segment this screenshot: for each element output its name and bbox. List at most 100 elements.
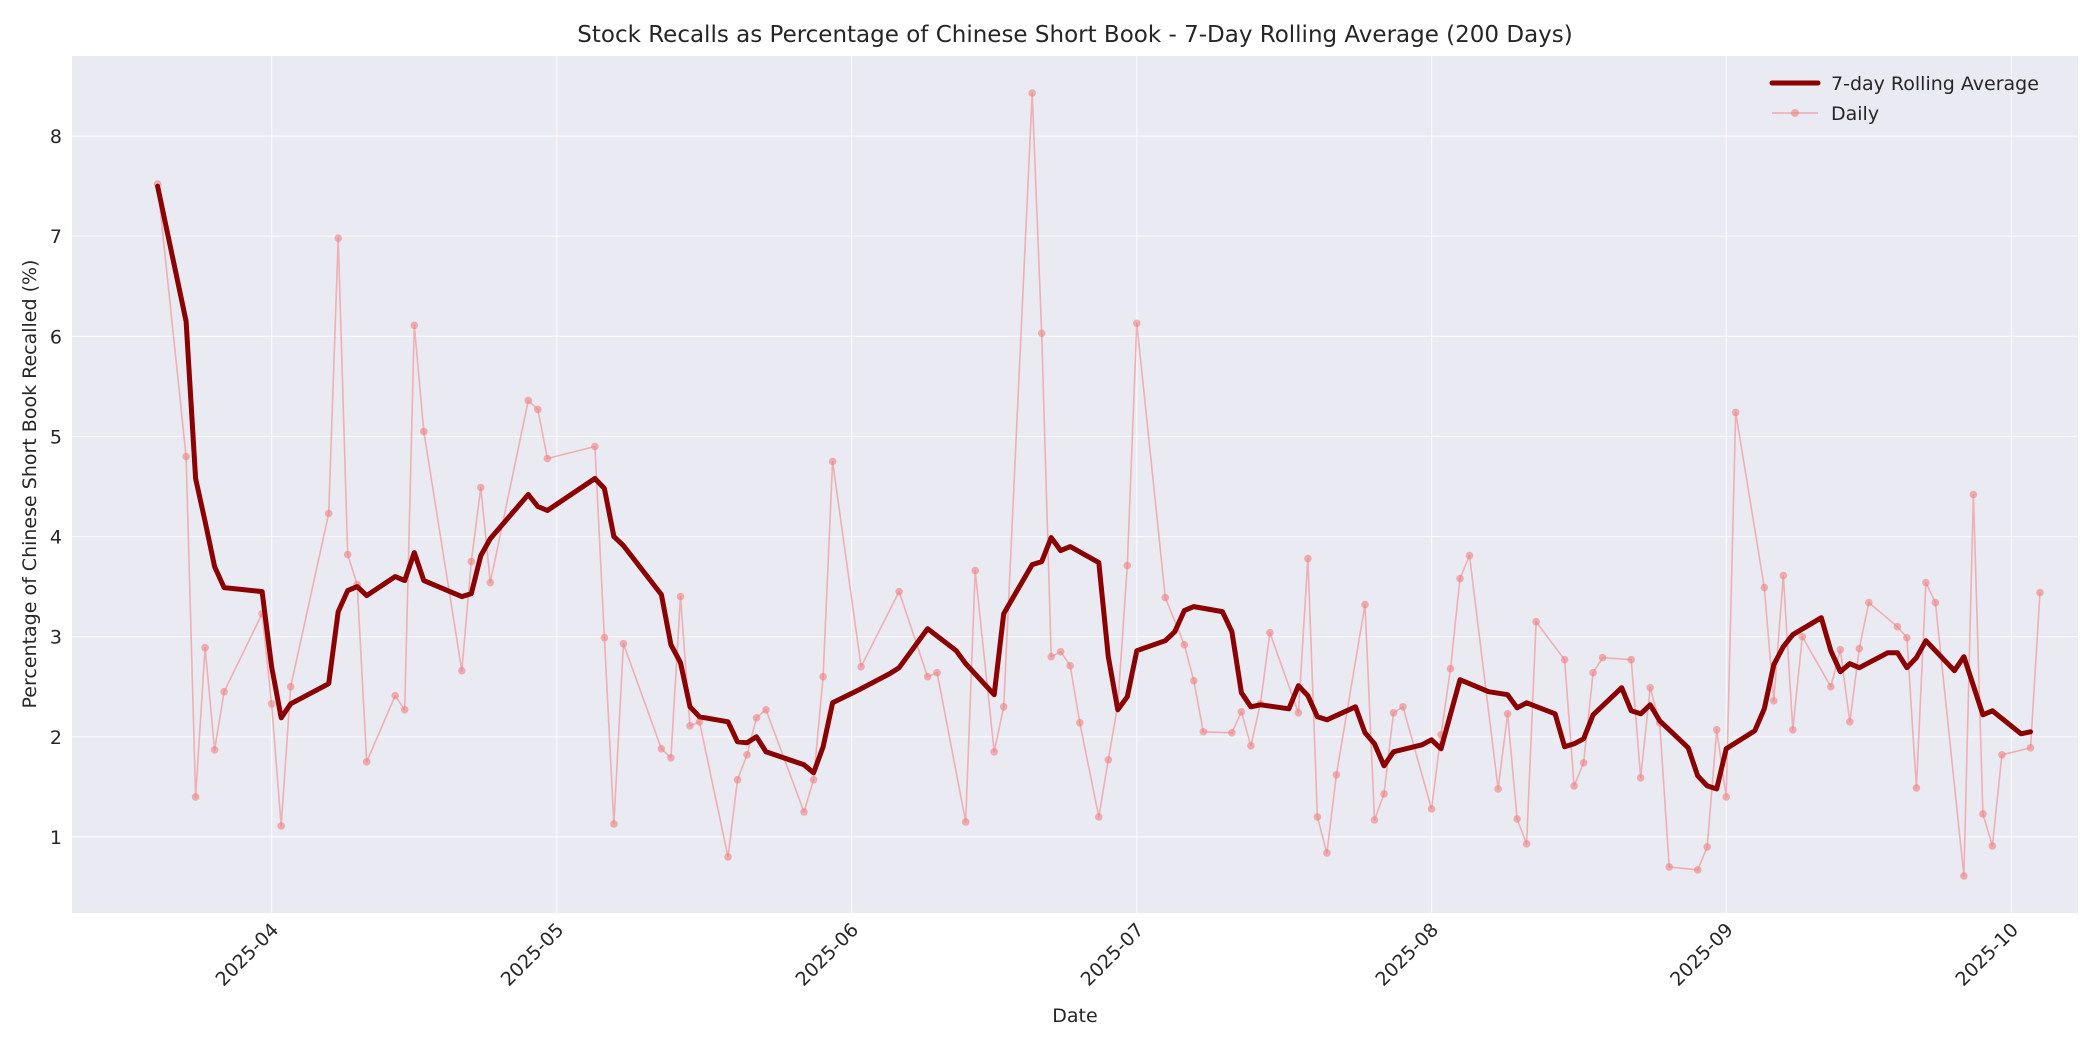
- daily-point: [1598, 653, 1607, 662]
- y-axis-ticks: 1 2 3 4 5 6 7 8: [50, 126, 62, 849]
- daily-point: [420, 427, 428, 436]
- daily-point: [1589, 668, 1597, 677]
- daily-point: [1513, 815, 1521, 823]
- daily-point: [1380, 790, 1388, 798]
- daily-point: [1446, 664, 1455, 673]
- y-tick-label: 4: [50, 527, 62, 549]
- daily-point: [733, 776, 742, 784]
- daily-point: [1494, 785, 1502, 793]
- daily-point: [1779, 571, 1788, 580]
- daily-point: [809, 776, 818, 784]
- daily-point: [1931, 598, 1940, 607]
- daily-point: [923, 672, 932, 681]
- daily-point: [1237, 708, 1246, 716]
- daily-point: [971, 566, 979, 575]
- daily-point: [686, 722, 694, 730]
- daily-point: [286, 682, 295, 691]
- daily-point: [1693, 866, 1702, 874]
- daily-point: [1465, 551, 1474, 560]
- daily-point: [486, 578, 495, 587]
- daily-point: [1028, 89, 1036, 97]
- daily-point: [1969, 490, 1978, 499]
- daily-point: [752, 714, 761, 722]
- daily-point: [1912, 784, 1921, 792]
- legend-item-rolling-average: 7-day Rolling Average: [1769, 73, 2039, 95]
- daily-point: [267, 700, 276, 708]
- daily-point: [1865, 598, 1873, 607]
- x-axis-ticks: 2025-04 2025-05 2025-06 2025-07 2025-08 2025-…: [211, 919, 2022, 991]
- legend: 7-day Rolling Average Daily: [1769, 73, 2039, 125]
- daily-point: [324, 509, 333, 518]
- daily-point: [1722, 793, 1730, 801]
- daily-point: [1979, 810, 1987, 818]
- daily-point: [1960, 872, 1968, 880]
- x-tick-label: 2025-07: [1077, 919, 1149, 991]
- daily-point: [857, 662, 865, 671]
- daily-point: [1560, 655, 1569, 664]
- daily-point: [619, 639, 628, 648]
- daily-point: [1760, 583, 1769, 592]
- rolling-average-series: [155, 183, 2033, 792]
- daily-point: [1789, 726, 1797, 734]
- daily-point: [1161, 593, 1170, 602]
- daily-point: [1370, 816, 1379, 824]
- daily-point: [1313, 813, 1322, 821]
- daily-point: [2036, 588, 2044, 597]
- daily-point: [933, 668, 941, 677]
- daily-point: [191, 793, 200, 801]
- daily-point: [201, 643, 209, 652]
- daily-point: [1903, 633, 1911, 642]
- x-tick-label: 2025-10: [1951, 919, 2023, 991]
- x-tick-label: 2025-09: [1666, 919, 1738, 991]
- daily-point: [1627, 655, 1635, 664]
- daily-point: [1190, 676, 1198, 685]
- daily-point: [182, 452, 190, 461]
- daily-point: [961, 818, 970, 826]
- daily-point: [1922, 578, 1930, 587]
- y-tick-label: 2: [50, 727, 62, 749]
- horizontal-gridlines: [72, 135, 2078, 838]
- daily-point: [1456, 574, 1464, 583]
- daily-point: [1893, 622, 1902, 631]
- x-tick-label: 2025-04: [211, 919, 283, 991]
- daily-point: [999, 703, 1008, 711]
- daily-point: [1056, 647, 1065, 656]
- daily-point: [1332, 771, 1341, 779]
- y-tick-label: 5: [50, 426, 62, 448]
- daily-point: [819, 672, 827, 681]
- legend-label-daily: Daily: [1831, 103, 1879, 125]
- daily-point: [1988, 842, 1997, 850]
- daily-point: [1836, 645, 1845, 654]
- y-tick-label: 8: [50, 126, 62, 148]
- daily-point: [534, 405, 542, 414]
- daily-point: [467, 557, 476, 566]
- daily-point: [1037, 329, 1046, 338]
- daily-point: [762, 706, 770, 714]
- daily-point: [362, 758, 371, 766]
- daily-point: [1266, 628, 1274, 637]
- daily-series: [153, 89, 2044, 880]
- daily-point: [277, 822, 286, 830]
- daily-point: [667, 754, 675, 762]
- daily-point: [1855, 644, 1864, 653]
- daily-point: [1703, 843, 1711, 851]
- daily-point: [1180, 640, 1189, 649]
- daily-point: [1570, 782, 1578, 790]
- daily-point: [1228, 729, 1236, 737]
- y-tick-label: 3: [50, 627, 62, 649]
- daily-point: [676, 592, 685, 601]
- legend-marker-dot-icon: [1791, 109, 1799, 117]
- y-tick-label: 1: [50, 827, 62, 849]
- daily-point: [477, 483, 485, 492]
- chart-title: Stock Recalls as Percentage of Chinese S…: [577, 22, 1573, 48]
- daily-point: [657, 745, 666, 753]
- daily-point: [724, 853, 732, 861]
- daily-point: [1323, 849, 1331, 857]
- y-tick-label: 6: [50, 326, 62, 348]
- daily-point: [600, 633, 609, 642]
- daily-point: [524, 396, 533, 405]
- daily-point: [391, 691, 400, 700]
- daily-point: [1294, 709, 1303, 717]
